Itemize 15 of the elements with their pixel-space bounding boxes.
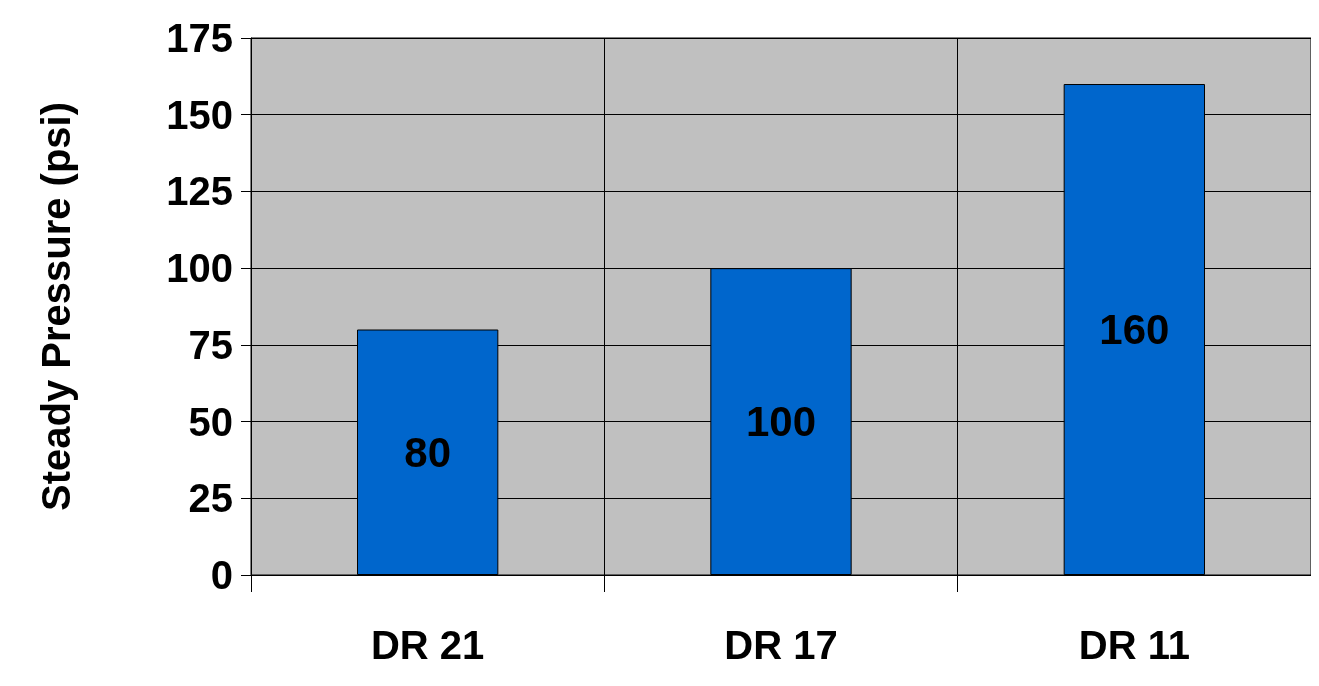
x-tick-label: DR 21 — [370, 623, 485, 667]
y-tick-label: 100 — [166, 246, 233, 291]
y-tick-label: 150 — [166, 92, 233, 137]
y-tick-label: 175 — [166, 16, 233, 60]
data-label: 80 — [404, 428, 452, 476]
y-tick-label: 125 — [166, 169, 233, 214]
y-tick-label: 25 — [188, 476, 233, 521]
y-tick-label: 50 — [188, 399, 233, 444]
x-tick-label: DR 17 — [724, 623, 838, 667]
data-label: 100 — [745, 398, 817, 446]
x-tick-label: DR 11 — [1078, 623, 1190, 667]
y-axis-title: Steady Pressure (psi) — [34, 101, 78, 512]
y-tick-label: 75 — [188, 322, 233, 367]
data-label: 160 — [1099, 306, 1170, 354]
y-tick-label: 0 — [210, 553, 233, 597]
